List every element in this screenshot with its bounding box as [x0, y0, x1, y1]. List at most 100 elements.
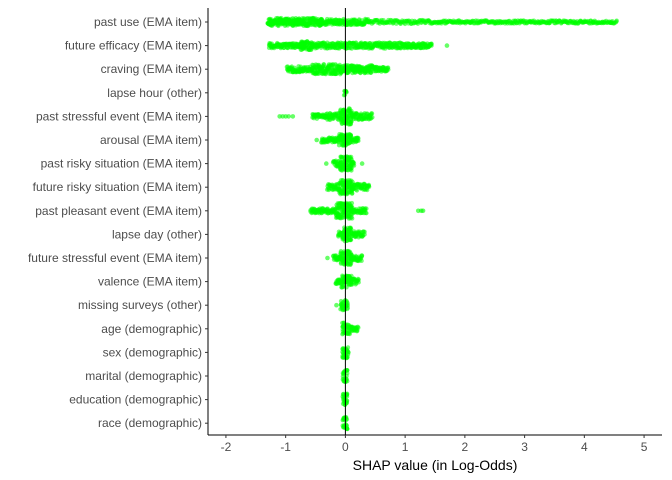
data-point [370, 115, 375, 120]
outlier-point [591, 19, 596, 25]
feature-points-8 [324, 178, 372, 197]
y-tick-label: future risky situation (EMA item) [33, 180, 202, 194]
x-tick-label: 5 [641, 440, 648, 454]
outlier-point [444, 43, 450, 48]
outlier-point [462, 19, 468, 25]
outlier-point [608, 19, 614, 25]
data-point [344, 426, 350, 431]
y-axis-ticks: past use (EMA item) future efficacy (EMA … [28, 15, 208, 430]
x-tick-label: 0 [342, 440, 349, 454]
y-tick-label: marital (demographic) [85, 369, 202, 383]
x-tick-label: -2 [221, 440, 232, 454]
outlier-point [450, 19, 456, 25]
feature-points-9 [308, 200, 426, 221]
data-point [429, 41, 434, 46]
x-tick-label: 3 [521, 440, 528, 454]
data-point [321, 62, 327, 67]
data-point [343, 89, 349, 95]
data-point [366, 182, 372, 188]
data-point [356, 136, 361, 141]
data-point [359, 258, 364, 264]
data-point [369, 111, 375, 116]
outlier-point [323, 161, 329, 166]
x-tick-label: 4 [581, 440, 588, 454]
y-tick-label: past stressful event (EMA item) [36, 109, 202, 123]
y-tick-label: past risky situation (EMA item) [41, 157, 202, 171]
outlier-point [564, 19, 569, 25]
y-tick-label: lapse day (other) [112, 227, 202, 241]
data-point [344, 394, 350, 399]
data-point [349, 200, 355, 206]
data-point [364, 206, 369, 211]
data-point [364, 210, 369, 216]
data-point [345, 378, 350, 384]
outlier-point [599, 19, 605, 25]
data-point [344, 398, 350, 403]
data-point [614, 18, 619, 23]
data-point [359, 253, 364, 258]
outlier-point [492, 19, 498, 25]
data-point [354, 188, 360, 193]
x-axis-title: SHAP value (in Log-Odds) [353, 457, 518, 473]
y-tick-label: missing surveys (other) [78, 298, 202, 312]
x-tick-label: 2 [462, 440, 469, 454]
data-point [356, 325, 361, 330]
y-tick-label: future stressful event (EMA item) [28, 251, 202, 265]
y-tick-label: race (demographic) [98, 416, 202, 430]
data-point [362, 232, 367, 237]
feature-points-5 [277, 106, 375, 127]
outlier-point [444, 19, 450, 25]
outlier-point [519, 19, 524, 25]
feature-points-18 [340, 415, 350, 432]
data-point [348, 154, 354, 160]
data-point [347, 331, 353, 337]
outlier-point [504, 19, 509, 25]
data-point [345, 345, 351, 350]
data-point [349, 191, 355, 196]
outlier-point [546, 19, 551, 25]
data-point [345, 368, 350, 373]
outlier-point [359, 161, 365, 166]
data-point [345, 352, 351, 357]
feature-points-11 [325, 248, 365, 267]
x-tick-label: 1 [402, 440, 409, 454]
outlier-point [314, 137, 320, 143]
y-tick-label: past use (EMA item) [94, 15, 202, 29]
data-point [348, 237, 353, 242]
y-tick-label: arousal (EMA item) [100, 133, 202, 147]
data-point [356, 277, 361, 282]
data-point [386, 67, 391, 72]
x-axis-ticks: -2 -1 0 1 2 3 4 5 [221, 435, 648, 454]
outlier-point [573, 19, 578, 25]
outlier-point [528, 19, 533, 25]
feature-points-6 [314, 131, 361, 148]
outlier-point [456, 19, 462, 25]
x-tick-label: -1 [280, 440, 291, 454]
outlier-point [334, 302, 339, 308]
outlier-point [486, 19, 492, 25]
outlier-point [537, 19, 542, 25]
y-tick-label: age (demographic) [101, 322, 202, 336]
feature-points-14 [340, 320, 361, 337]
data-point [345, 371, 350, 376]
feature-points-7 [323, 154, 365, 173]
feature-points-17 [340, 391, 350, 407]
y-tick-label: lapse hour (other) [107, 86, 202, 100]
feature-points-12 [333, 273, 361, 290]
outlier-point [582, 19, 587, 25]
data-point [345, 305, 350, 311]
data-point [349, 216, 355, 221]
outlier-point [555, 19, 560, 25]
y-tick-label: education (demographic) [69, 393, 202, 407]
y-tick-label: sex (demographic) [103, 345, 202, 359]
feature-points-10 [336, 225, 367, 244]
feature-points-3 [284, 62, 391, 77]
points-layer [265, 15, 619, 432]
outlier-point [290, 114, 296, 119]
feature-points-2 [266, 39, 450, 53]
outlier-point [286, 114, 291, 119]
y-tick-label: craving (EMA item) [101, 62, 202, 76]
data-point [351, 160, 357, 166]
outlier-point [420, 208, 426, 214]
